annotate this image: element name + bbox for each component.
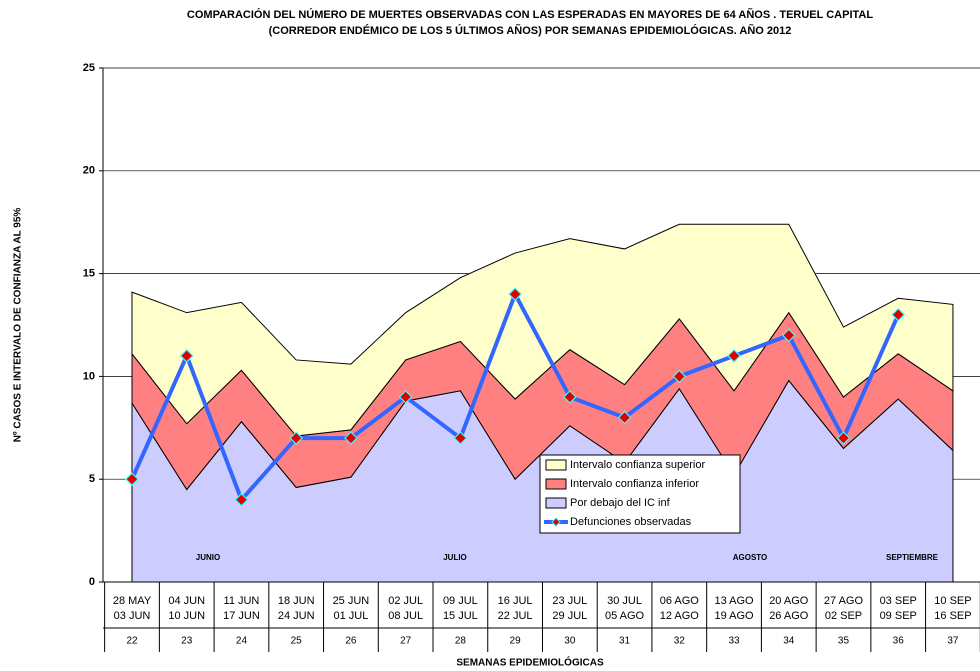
legend-label: Por debajo del IC inf — [570, 497, 671, 509]
x-date-label: 03 SEP — [880, 595, 917, 607]
legend-swatch — [545, 497, 567, 509]
x-tick-label: 34 — [783, 636, 795, 647]
data-point — [891, 307, 906, 322]
x-date-label: 28 MAY — [113, 595, 152, 607]
y-tick-label: 10 — [83, 370, 95, 382]
legend-swatch — [545, 478, 567, 490]
data-point — [781, 328, 796, 343]
x-tick-label: 31 — [619, 636, 631, 647]
x-tick-label: 22 — [126, 636, 138, 647]
legend-label: Defunciones observadas — [570, 516, 692, 528]
chart-title: (CORREDOR ENDÉMICO DE LOS 5 ÚLTIMOS AÑOS… — [269, 24, 792, 37]
x-date-label: 29 JUL — [552, 610, 587, 622]
x-date-label: 15 JUL — [443, 610, 478, 622]
legend-label: Intervalo confianza superior — [570, 459, 705, 471]
x-date-label: 05 AGO — [605, 610, 645, 622]
chart-title: COMPARACIÓN DEL NÚMERO DE MUERTES OBSERV… — [187, 8, 873, 21]
x-tick-label: 30 — [564, 636, 576, 647]
x-date-label: 10 JUN — [168, 610, 205, 622]
data-point — [727, 348, 741, 363]
x-date-label: 09 SEP — [880, 610, 917, 622]
x-date-label: 17 JUN — [223, 610, 260, 622]
x-date-label: 13 AGO — [714, 595, 754, 607]
x-date-label: 20 AGO — [769, 595, 809, 607]
month-label: JUNIO — [196, 553, 220, 562]
data-point — [453, 431, 468, 445]
x-tick-label: 23 — [181, 636, 193, 647]
x-tick-label: 33 — [728, 636, 740, 647]
y-axis-title: Nº CASOS E INTERVALO DE CONFIANZA AL 95% — [13, 208, 24, 443]
x-date-label: 19 AGO — [714, 610, 754, 622]
data-point — [672, 369, 687, 384]
area-band — [131, 223, 954, 437]
x-date-label: 22 JUL — [498, 610, 533, 622]
x-tick-label: 32 — [674, 636, 686, 647]
x-tick-label: 25 — [291, 636, 303, 647]
x-date-label: 10 SEP — [934, 595, 971, 607]
data-point — [562, 390, 577, 404]
x-date-label: 01 JUL — [333, 610, 368, 622]
y-tick-label: 5 — [89, 473, 95, 485]
x-tick-label: 36 — [893, 636, 905, 647]
x-tick-label: 24 — [236, 636, 248, 647]
x-tick-label: 27 — [400, 636, 412, 647]
x-tick-label: 29 — [510, 636, 522, 647]
x-date-label: 06 AGO — [660, 595, 700, 607]
data-point — [125, 472, 139, 487]
x-date-label: 02 JUL — [388, 595, 423, 607]
x-tick-label: 28 — [455, 636, 467, 647]
y-tick-label: 20 — [83, 165, 95, 177]
data-point — [344, 431, 358, 445]
y-tick-label: 0 — [89, 576, 95, 588]
x-date-label: 08 JUL — [388, 610, 423, 622]
x-date-label: 23 JUL — [552, 595, 587, 607]
x-date-label: 03 JUN — [114, 610, 151, 622]
x-tick-label: 35 — [838, 636, 850, 647]
x-date-label: 04 JUN — [168, 595, 205, 607]
x-date-label: 16 SEP — [934, 610, 971, 622]
x-date-label: 30 JUL — [607, 595, 642, 607]
x-axis-title: SEMANAS EPIDEMIOLÓGICAS — [456, 656, 604, 669]
x-tick-label: 26 — [345, 636, 357, 647]
x-date-label: 27 AGO — [824, 595, 864, 607]
x-date-label: 12 AGO — [660, 610, 700, 622]
x-date-label: 24 JUN — [278, 610, 315, 622]
x-date-label: 11 JUN — [224, 595, 260, 607]
month-label: SEPTIEMBRE — [886, 553, 939, 562]
data-point — [179, 348, 194, 363]
data-point — [836, 431, 851, 445]
x-date-label: 18 JUN — [278, 595, 315, 607]
data-point — [234, 492, 249, 507]
x-date-label: 16 JUL — [498, 595, 533, 607]
y-tick-label: 15 — [83, 268, 95, 280]
legend-swatch — [551, 517, 561, 527]
data-point — [398, 390, 413, 404]
month-label: JULIO — [443, 553, 467, 562]
legend-box — [539, 454, 741, 534]
legend-label: Intervalo confianza inferior — [570, 478, 699, 490]
legend-swatch — [545, 459, 567, 471]
x-date-label: 02 SEP — [825, 610, 862, 622]
x-date-label: 09 JUL — [443, 595, 478, 607]
month-label: AGOSTO — [733, 553, 768, 562]
y-tick-label: 25 — [83, 62, 95, 74]
data-point — [289, 431, 304, 445]
data-point — [617, 410, 632, 425]
x-date-label: 25 JUN — [333, 595, 370, 607]
x-tick-label: 37 — [947, 636, 959, 647]
data-point — [508, 287, 522, 302]
x-date-label: 26 AGO — [769, 610, 809, 622]
